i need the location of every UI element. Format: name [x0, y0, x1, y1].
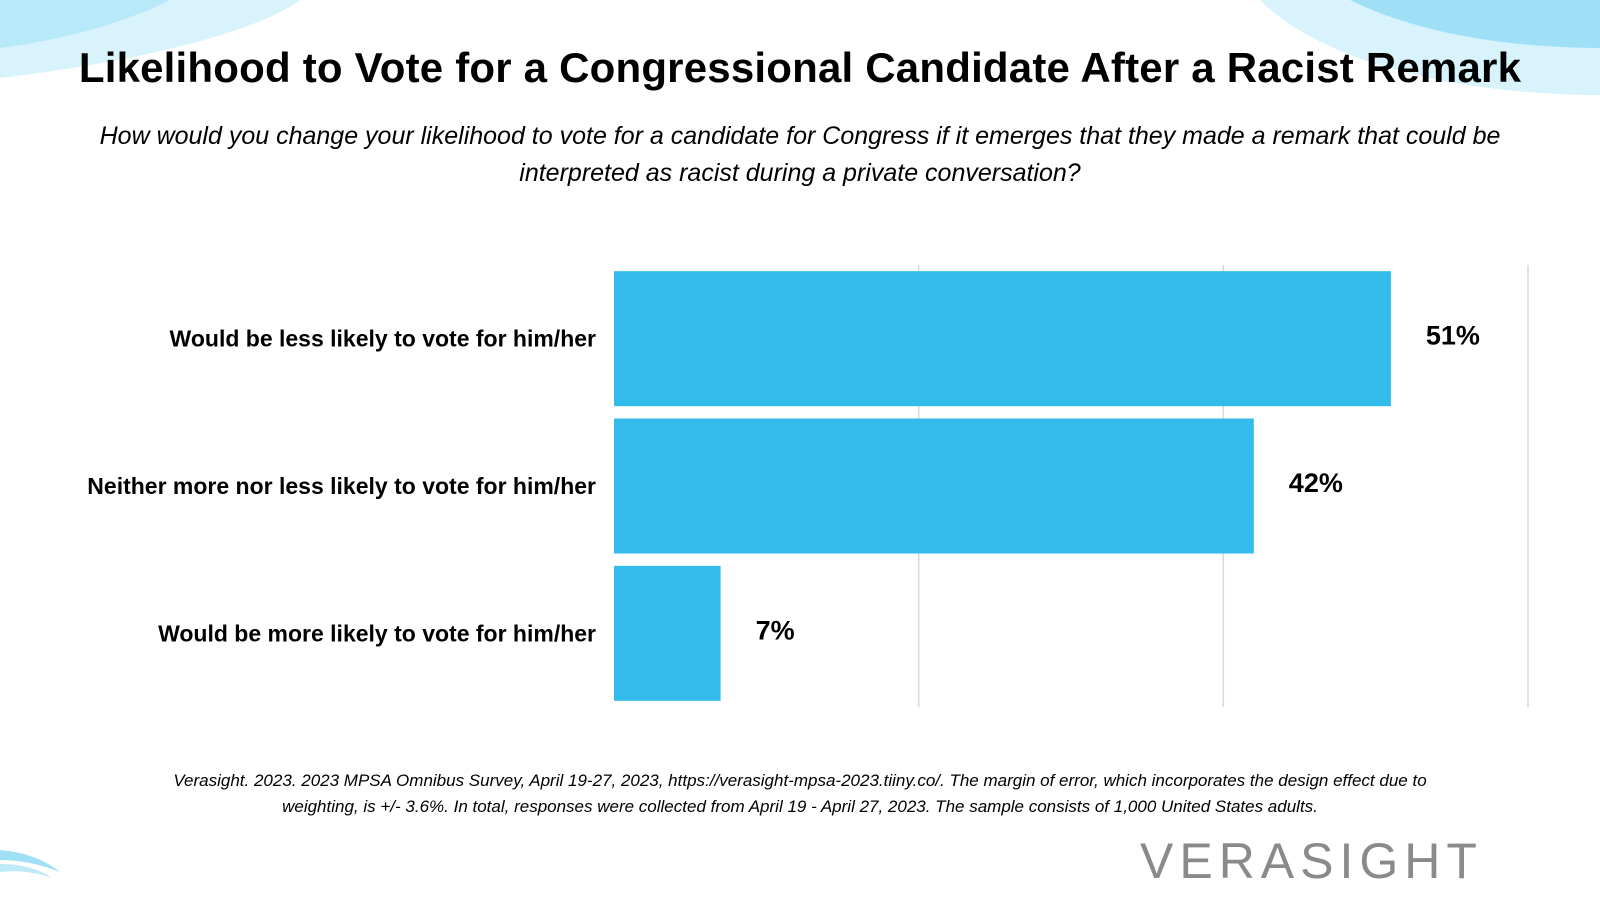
chart-title: Likelihood to Vote for a Congressional C… — [78, 44, 1522, 91]
category-label: Neither more nor less likely to vote for… — [87, 473, 596, 499]
source-footnote: Verasight. 2023. 2023 MPSA Omnibus Surve… — [173, 771, 1427, 816]
chart-subtitle: How would you change your likelihood to … — [99, 122, 1501, 187]
value-label: 51% — [1426, 321, 1480, 351]
bar — [614, 271, 1391, 407]
verasight-logo: VERASIGHT — [1140, 833, 1483, 889]
bar — [614, 418, 1254, 554]
value-label: 42% — [1289, 468, 1343, 498]
value-label: 7% — [756, 615, 795, 645]
category-label: Would be less likely to vote for him/her — [170, 326, 596, 352]
bar — [614, 565, 721, 701]
category-label: Would be more likely to vote for him/her — [158, 620, 596, 646]
